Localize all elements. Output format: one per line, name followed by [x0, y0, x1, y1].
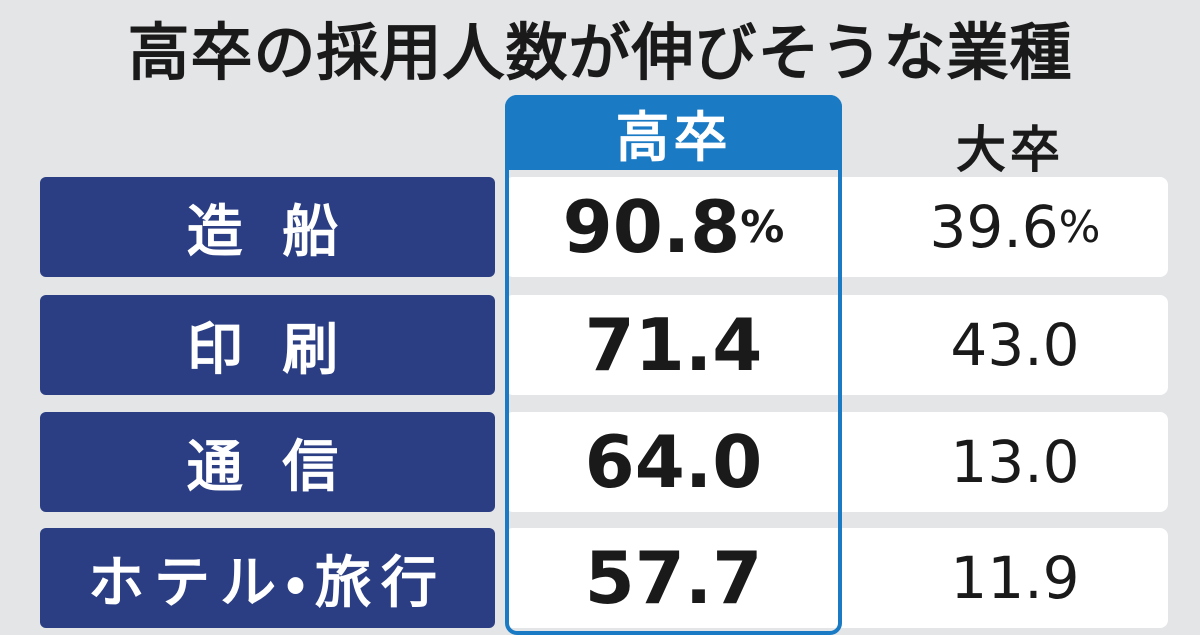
row-label: 印 刷	[40, 295, 495, 395]
university-value-text: 11.9	[950, 544, 1080, 612]
column-highlight	[505, 95, 842, 635]
row-background	[505, 295, 1168, 395]
row-label: ホテル・旅行	[40, 528, 495, 628]
high-school-value: 57.7	[505, 528, 842, 628]
high-school-value: 90.8%	[505, 177, 842, 277]
high-school-value-text: 71.4	[584, 303, 763, 387]
row-label-text: 造 船	[186, 199, 349, 265]
high-school-value: 64.0	[505, 412, 842, 512]
high-school-value-text: 57.7	[584, 536, 763, 620]
title: 高卒の採用人数が伸びそうな業種	[127, 16, 1073, 89]
column-header: 大卒	[956, 121, 1064, 179]
university-value: 43.0	[870, 295, 1160, 395]
row-label: 造 船	[40, 177, 495, 277]
university-value-text: 13.0	[950, 428, 1080, 496]
university-value: 13.0	[870, 412, 1160, 512]
column-header: 高卒	[505, 95, 842, 170]
row-background	[505, 177, 1168, 277]
row-background	[505, 412, 1168, 512]
university-value: 39.6%	[870, 177, 1160, 277]
university-value-text: 39.6	[929, 193, 1059, 261]
row-label-text: 通 信	[186, 434, 349, 500]
row-label-text: ホテル・旅行	[87, 550, 448, 616]
row-background	[505, 528, 1168, 628]
row-label-text: 印 刷	[186, 317, 349, 383]
high-school-value-text: 90.8	[562, 185, 741, 269]
unit: %	[740, 201, 785, 253]
university-value: 11.9	[870, 528, 1160, 628]
high-school-value: 71.4	[505, 295, 842, 395]
university-value-text: 43.0	[950, 311, 1080, 379]
high-school-value-text: 64.0	[584, 420, 763, 504]
unit: %	[1058, 201, 1101, 253]
row-label: 通 信	[40, 412, 495, 512]
